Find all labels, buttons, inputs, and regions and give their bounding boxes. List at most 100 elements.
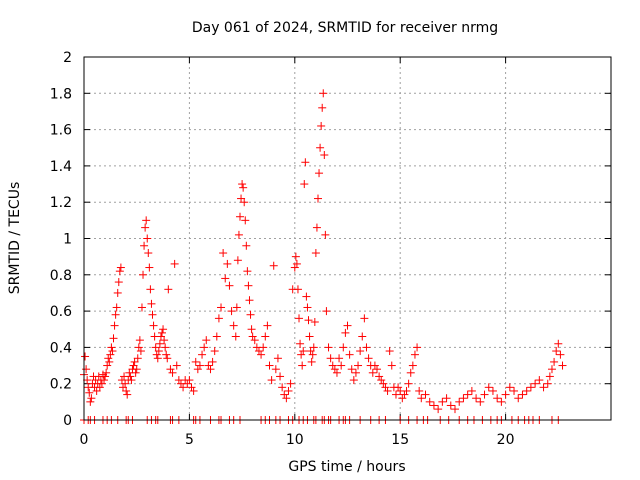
chart-title: Day 061 of 2024, SRMTID for receiver nrm… bbox=[192, 20, 498, 36]
data-point bbox=[484, 383, 493, 392]
data-point bbox=[104, 354, 113, 363]
data-point bbox=[526, 383, 535, 392]
data-point bbox=[362, 343, 371, 352]
data-point bbox=[82, 365, 91, 374]
data-point bbox=[313, 194, 322, 203]
data-point bbox=[286, 379, 295, 388]
x-axis-label: GPS time / hours bbox=[288, 459, 405, 475]
data-point bbox=[242, 241, 251, 250]
data-point bbox=[148, 310, 157, 319]
data-point bbox=[135, 336, 144, 345]
x-tick-label: 20 bbox=[497, 432, 515, 448]
data-point bbox=[556, 350, 565, 359]
data-point bbox=[187, 383, 196, 392]
y-tick-label: 1.8 bbox=[50, 86, 72, 102]
data-point bbox=[472, 394, 481, 403]
data-point bbox=[140, 241, 149, 250]
data-point bbox=[284, 386, 293, 395]
data-point bbox=[332, 368, 341, 377]
data-point bbox=[134, 343, 143, 352]
data-point bbox=[267, 376, 276, 385]
data-point bbox=[225, 281, 234, 290]
data-point bbox=[195, 361, 204, 370]
data-point bbox=[200, 343, 209, 352]
data-point bbox=[155, 339, 164, 348]
data-point bbox=[269, 261, 278, 270]
data-point bbox=[303, 303, 312, 312]
y-tick-label: 0.8 bbox=[50, 268, 72, 284]
data-point bbox=[166, 365, 175, 374]
data-point bbox=[183, 379, 192, 388]
data-point bbox=[341, 328, 350, 337]
data-point bbox=[385, 347, 394, 356]
data-point bbox=[364, 354, 373, 363]
data-point bbox=[185, 376, 194, 385]
data-point bbox=[370, 361, 379, 370]
data-point bbox=[311, 249, 320, 258]
y-tick-label: 0.4 bbox=[50, 340, 72, 356]
data-point bbox=[463, 390, 472, 399]
data-point bbox=[347, 365, 356, 374]
data-point bbox=[122, 386, 131, 395]
data-point bbox=[233, 256, 242, 265]
data-point bbox=[204, 361, 213, 370]
data-point bbox=[81, 352, 90, 361]
data-point bbox=[404, 379, 413, 388]
data-point bbox=[321, 230, 330, 239]
data-point bbox=[400, 390, 409, 399]
data-point bbox=[290, 263, 299, 272]
data-point bbox=[410, 350, 419, 359]
data-point bbox=[208, 357, 217, 366]
data-point bbox=[202, 336, 211, 345]
data-point bbox=[111, 310, 120, 319]
data-point bbox=[296, 339, 305, 348]
data-point bbox=[295, 314, 304, 323]
data-point bbox=[259, 343, 268, 352]
data-point bbox=[297, 350, 306, 359]
data-point bbox=[345, 350, 354, 359]
data-point bbox=[240, 198, 249, 207]
data-point bbox=[115, 267, 124, 276]
data-point bbox=[337, 361, 346, 370]
data-point bbox=[152, 350, 161, 359]
data-point bbox=[312, 223, 321, 232]
data-point bbox=[459, 394, 468, 403]
data-point bbox=[217, 303, 226, 312]
data-point bbox=[248, 332, 257, 341]
data-point bbox=[356, 347, 365, 356]
data-point bbox=[394, 383, 403, 392]
data-point bbox=[146, 285, 155, 294]
data-point bbox=[126, 372, 135, 381]
data-point bbox=[429, 401, 438, 410]
data-point bbox=[250, 336, 259, 345]
data-point bbox=[193, 365, 202, 374]
data-point bbox=[417, 394, 426, 403]
data-point bbox=[106, 350, 115, 359]
data-point bbox=[488, 386, 497, 395]
data-point bbox=[480, 390, 489, 399]
data-point bbox=[545, 372, 554, 381]
data-point bbox=[239, 183, 248, 192]
data-point bbox=[383, 386, 392, 395]
data-point bbox=[391, 390, 400, 399]
data-point bbox=[298, 361, 307, 370]
data-point bbox=[206, 365, 215, 374]
data-point bbox=[377, 376, 386, 385]
data-point bbox=[113, 288, 122, 297]
data-point bbox=[531, 379, 540, 388]
data-point bbox=[301, 158, 310, 167]
data-point bbox=[223, 259, 232, 268]
data-point bbox=[398, 394, 407, 403]
data-point bbox=[86, 397, 95, 406]
data-point bbox=[547, 365, 556, 374]
data-point bbox=[305, 332, 314, 341]
data-point bbox=[147, 299, 156, 308]
data-point bbox=[263, 321, 272, 330]
y-tick-label: 1.6 bbox=[50, 123, 72, 139]
data-point bbox=[212, 332, 221, 341]
data-point bbox=[110, 321, 119, 330]
data-point bbox=[434, 405, 443, 414]
y-tick-label: 0.6 bbox=[50, 304, 72, 320]
data-point bbox=[108, 347, 117, 356]
data-point bbox=[317, 121, 326, 130]
